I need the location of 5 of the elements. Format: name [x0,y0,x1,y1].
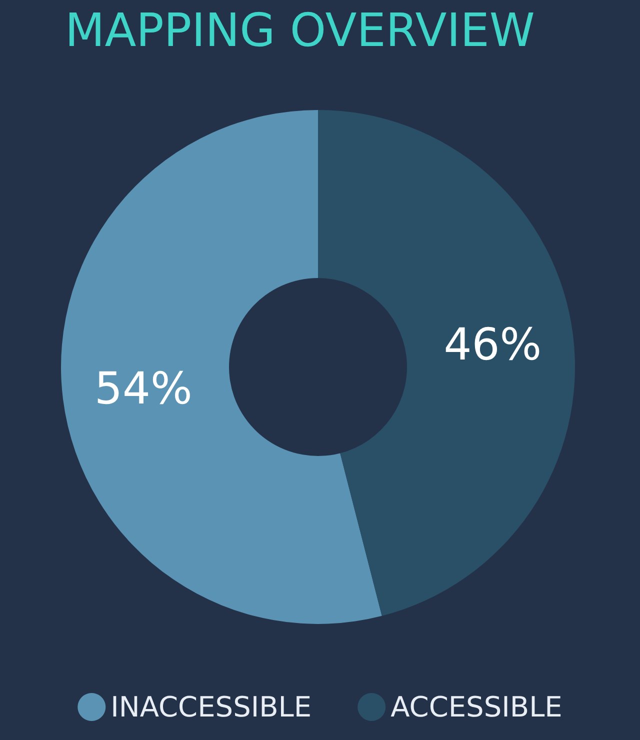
legend-label: ACCESSIBLE [390,690,562,724]
data-label: 46% [444,319,542,370]
legend-label: INACCESSIBLE [110,690,312,724]
data-label: 54% [94,364,192,415]
chart-title: MAPPING OVERVIEW [65,3,535,57]
